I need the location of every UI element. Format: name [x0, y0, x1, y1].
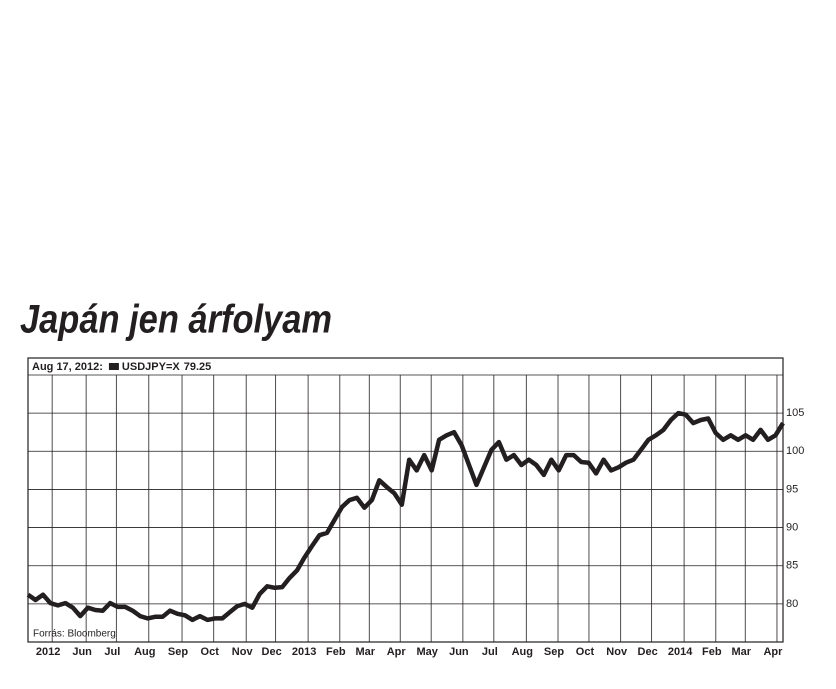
x-tick-label: 2012	[36, 646, 60, 658]
x-tick-label: Jul	[104, 646, 120, 658]
chart-title: Japán jen árfolyam	[20, 298, 332, 342]
y-tick-label: 80	[786, 598, 798, 610]
x-tick-label: Feb	[326, 646, 346, 658]
x-tick-label: 2014	[668, 646, 693, 658]
x-tick-label: Apr	[387, 646, 407, 658]
x-tick-label: Oct	[201, 646, 220, 658]
x-tick-label: Apr	[763, 646, 783, 658]
y-tick-label: 90	[786, 521, 798, 533]
x-tick-label: Jun	[449, 646, 469, 658]
y-tick-label: 95	[786, 483, 798, 495]
legend-label: USDJPY=X	[122, 361, 180, 373]
x-tick-label: Dec	[638, 646, 658, 658]
x-tick-label: Sep	[544, 646, 564, 658]
x-tick-label: Aug	[512, 646, 533, 658]
x-tick-label: Sep	[168, 646, 188, 658]
x-tick-label: Dec	[262, 646, 282, 658]
legend-swatch	[108, 363, 119, 370]
x-tick-label: Oct	[576, 646, 595, 658]
x-tick-label: Mar	[355, 646, 375, 658]
y-tick-label: 105	[786, 407, 804, 419]
x-tick-label: Aug	[134, 646, 155, 658]
x-tick-label: May	[416, 646, 438, 658]
x-tick-label: Nov	[606, 646, 628, 658]
price-line	[26, 410, 785, 623]
x-tick-label: 2013	[292, 646, 316, 658]
x-tick-label: Jun	[72, 646, 92, 658]
source-note: Forrás: Bloomberg	[33, 629, 116, 640]
cursor-label: Aug 17, 2012:	[32, 361, 103, 373]
cursor-value: 79.25	[184, 361, 212, 373]
x-tick-label: Mar	[731, 646, 751, 658]
x-tick-label: Feb	[702, 646, 722, 658]
plot-frame	[27, 357, 784, 643]
y-tick-label: 85	[786, 560, 798, 572]
x-tick-label: Jul	[482, 646, 498, 658]
x-tick-label: Nov	[232, 646, 254, 658]
y-tick-label: 100	[786, 445, 804, 457]
